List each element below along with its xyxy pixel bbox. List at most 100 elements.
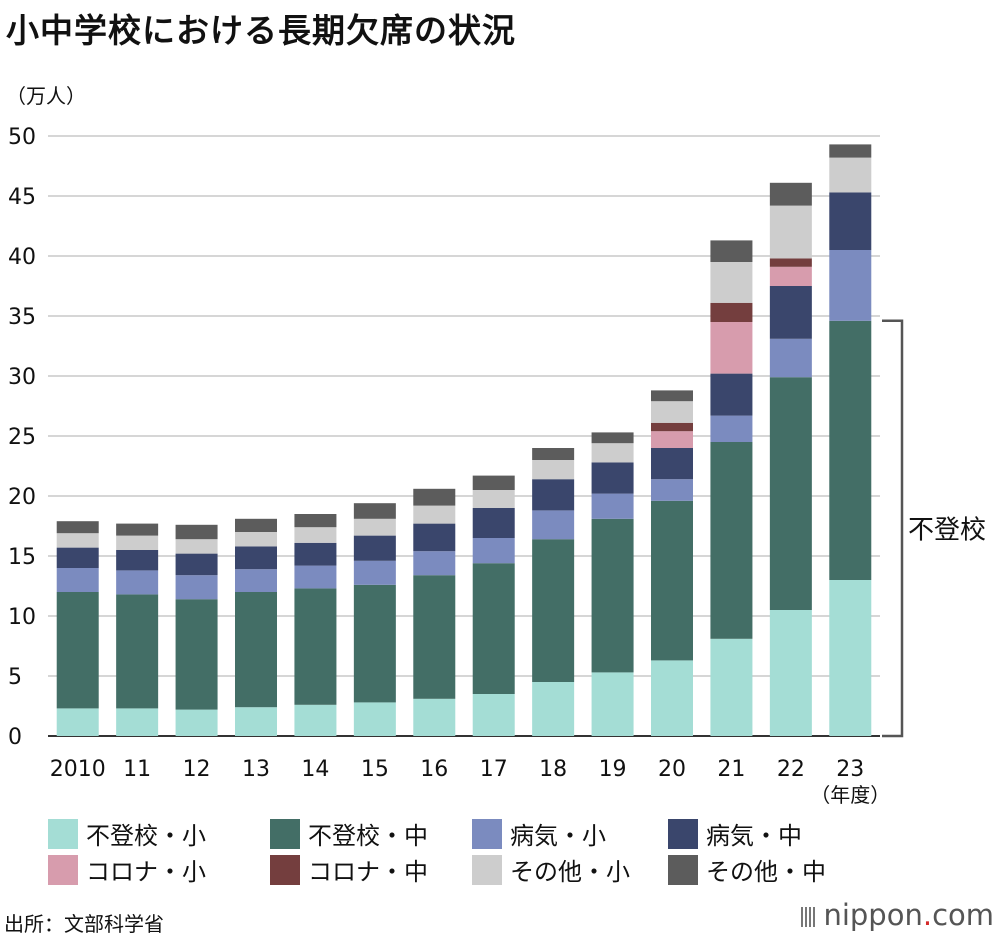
x-tick-label: 15: [361, 757, 389, 782]
y-tick-label: 50: [8, 125, 36, 150]
legend-item: その他・中: [668, 852, 826, 887]
bar-segment: [472, 563, 515, 694]
bar-segment: [413, 698, 456, 736]
bar-segment: [769, 286, 812, 339]
y-tick-label: 15: [8, 545, 36, 570]
bar-segment: [235, 518, 277, 532]
bar-segment: [710, 442, 753, 639]
bar-segment: [294, 588, 337, 705]
x-tick-label: 2010: [50, 757, 106, 782]
bar-segment: [413, 551, 456, 576]
y-tick-label: 20: [8, 485, 36, 510]
bar-segment: [710, 322, 753, 374]
bar-segment: [116, 535, 159, 550]
bar-segment: [294, 514, 337, 528]
legend-label: その他・小: [510, 858, 630, 886]
bar-segment: [532, 460, 575, 480]
bar-segment: [56, 592, 99, 709]
bar-segment: [175, 575, 218, 600]
bar-segment: [353, 518, 396, 536]
bar-segment: [413, 523, 456, 552]
x-tick-label: 13: [242, 757, 270, 782]
bar-segment: [235, 569, 277, 592]
legend-label: 病気・小: [510, 822, 606, 850]
logo-suffix: com: [932, 898, 994, 932]
bar-segment: [651, 390, 693, 402]
x-tick-label: 22: [777, 757, 805, 782]
logo-text: nippon: [823, 898, 923, 932]
source-note: 出所：文部科学省: [4, 912, 164, 936]
bar-segment: [591, 518, 634, 673]
bar-segment: [116, 708, 159, 736]
legend-item: 病気・中: [668, 816, 802, 851]
x-tick-label: 20: [658, 757, 686, 782]
bar-segment: [413, 488, 456, 506]
bar-segment: [651, 401, 693, 423]
y-axis-unit: （万人）: [6, 84, 86, 108]
legend-swatch: [668, 854, 698, 885]
y-tick-label: 25: [8, 425, 36, 450]
bar-segment: [769, 338, 812, 378]
x-tick-label: 12: [183, 757, 211, 782]
bar-segment: [829, 250, 872, 321]
bar-segment: [591, 443, 634, 463]
futoko-bracket: [882, 319, 904, 738]
bar-segment: [175, 539, 218, 554]
legend-item: 不登校・中: [270, 816, 428, 851]
x-tick-label: 16: [420, 757, 448, 782]
legend-label: コロナ・小: [86, 858, 206, 886]
bar-segment: [651, 660, 693, 736]
y-tick-label: 10: [8, 605, 36, 630]
legend-item: 病気・小: [472, 816, 606, 851]
bar-segment: [413, 575, 456, 699]
bar-segment: [56, 521, 99, 534]
bar-segment: [829, 580, 872, 736]
bar-segment: [472, 538, 515, 564]
x-tick-label: 14: [301, 757, 329, 782]
bar-segment: [472, 490, 515, 508]
bar-segment: [294, 565, 337, 589]
bar-segment: [651, 431, 693, 448]
bar-segment: [710, 638, 753, 736]
bar-segment: [710, 240, 753, 262]
y-tick-label: 5: [8, 665, 22, 690]
bar-segment: [175, 524, 218, 540]
bar-segment: [710, 302, 753, 322]
bar-segment: [532, 539, 575, 682]
nippon-com-logo[interactable]: nippon.com: [801, 898, 994, 934]
bar-segment: [235, 546, 277, 570]
legend-swatch: [270, 854, 300, 885]
legend-label: 病気・中: [706, 822, 802, 850]
bar-segment: [591, 432, 634, 444]
bar-segment: [651, 448, 693, 480]
legend-item: その他・小: [472, 852, 630, 887]
bar-segment: [532, 448, 575, 460]
bar-segment: [769, 266, 812, 286]
legend-swatch: [48, 818, 78, 849]
bar-segment: [769, 182, 812, 206]
bar-segment: [235, 707, 277, 736]
bar-segment: [116, 594, 159, 709]
x-tick-label: 21: [717, 757, 745, 782]
bar-segment: [651, 479, 693, 501]
bar-segment: [56, 708, 99, 736]
legend-label: 不登校・小: [86, 822, 206, 850]
logo-dot: .: [922, 898, 933, 932]
bar-segment: [710, 373, 753, 416]
bar-segment: [116, 570, 159, 595]
x-tick-label: 19: [599, 757, 627, 782]
bar-segment: [829, 144, 872, 158]
legend-item: コロナ・小: [48, 852, 206, 887]
bar-segment: [413, 505, 456, 524]
legend-item: コロナ・中: [270, 852, 428, 887]
bar-segment: [829, 157, 872, 193]
bar-segment: [294, 704, 337, 736]
bar-segment: [353, 560, 396, 585]
bar-segment: [591, 672, 634, 736]
y-tick-label: 35: [8, 305, 36, 330]
bar-segment: [769, 377, 812, 610]
bar-segment: [353, 584, 396, 703]
bar-segment: [769, 610, 812, 736]
x-tick-label: 23: [836, 757, 864, 782]
bar-segment: [472, 694, 515, 736]
